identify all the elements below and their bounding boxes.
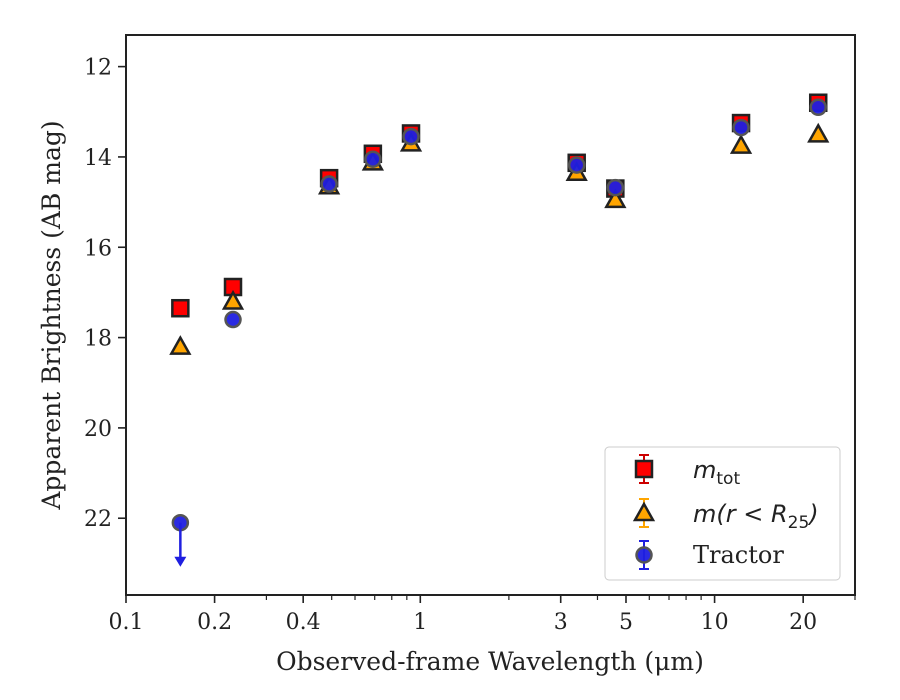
y-tick-label: 20 — [84, 417, 112, 442]
mtot-point — [171, 298, 190, 318]
x-tick-label: 5 — [619, 610, 633, 635]
tractor-point — [320, 175, 338, 193]
mr25-point — [169, 335, 192, 355]
x-tick-label: 1 — [413, 610, 427, 635]
legend-symbols — [632, 454, 656, 570]
tractor-point — [732, 118, 750, 137]
y-tick-label: 16 — [84, 236, 112, 261]
legend-square-marker — [634, 459, 654, 479]
axis-ticks: 0.1 0.2 0.4 1 3 5 10 20 12 14 16 18 20 22 — [84, 56, 856, 635]
y-tick-label: 12 — [84, 56, 112, 81]
upper-limit-arrow-head — [174, 556, 187, 567]
y-axis-label: Apparent Brightness (AB mag) — [37, 120, 66, 510]
legend: mtot m(r < R25) Tractor — [604, 446, 841, 581]
tractor-point — [402, 127, 420, 146]
legend-label-mtot: mtot — [693, 456, 740, 489]
x-axis-label: Observed-frame Wavelength (μm) — [276, 647, 704, 676]
legend-label-tractor: Tractor — [693, 541, 784, 569]
mr25-point — [729, 134, 753, 154]
legend-box — [604, 446, 841, 581]
data-marks — [169, 93, 830, 567]
x-tick-label: 0.4 — [286, 610, 321, 635]
tractor-point — [567, 156, 586, 174]
mr25-point — [604, 188, 627, 209]
tractor-point — [224, 310, 242, 329]
x-tick-label: 20 — [789, 610, 817, 635]
legend-triangle-marker — [632, 501, 656, 522]
legend-circle-marker — [635, 546, 653, 564]
x-tick-label: 3 — [554, 610, 568, 635]
tractor-point — [364, 150, 382, 168]
x-tick-label: 10 — [701, 610, 729, 635]
x-tick-label: 0.1 — [109, 610, 144, 635]
tractor-point — [606, 178, 625, 197]
mr25-point — [221, 289, 245, 310]
y-tick-label: 14 — [84, 146, 112, 171]
mr25-point — [807, 122, 830, 143]
x-tick-label: 0.2 — [197, 610, 232, 635]
legend-label-mr25: m(r < R25) — [693, 500, 819, 533]
y-tick-label: 18 — [84, 327, 112, 352]
y-tick-label: 22 — [84, 507, 112, 532]
tractor-point — [809, 98, 827, 117]
